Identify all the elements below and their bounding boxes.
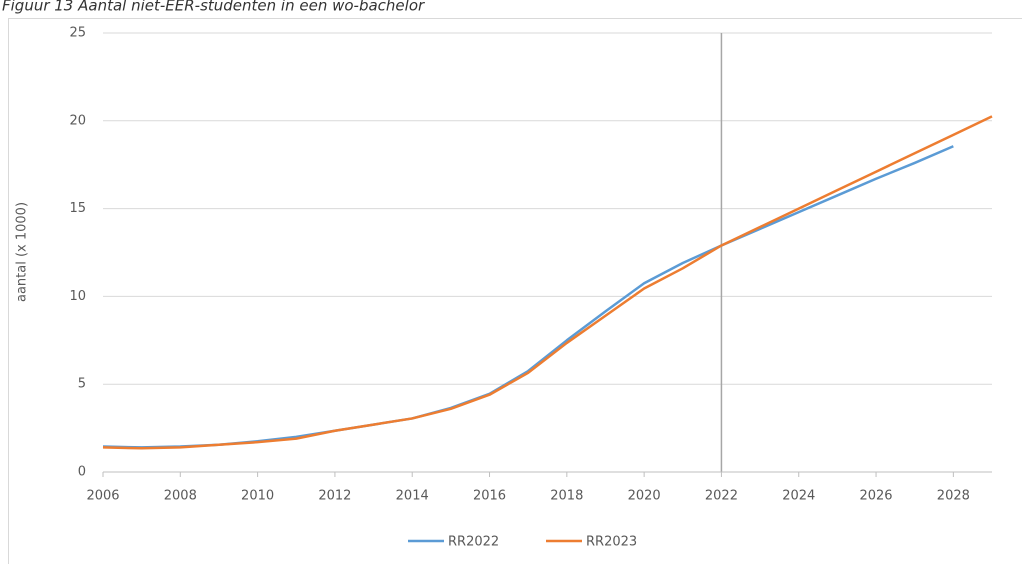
legend-label: RR2023 xyxy=(586,535,637,550)
line-series xyxy=(102,115,993,450)
x-tick-label: 2016 xyxy=(473,489,506,504)
x-tick-label: 2024 xyxy=(782,489,815,504)
x-tick-label: 2022 xyxy=(705,489,738,504)
y-axis-label: aantal (x 1000) xyxy=(15,202,30,302)
y-tick-label: 15 xyxy=(69,201,86,216)
x-tick-label: 2020 xyxy=(628,489,661,504)
y-tick-label: 0 xyxy=(78,465,86,480)
x-tick-label: 2008 xyxy=(164,489,197,504)
x-tick-label: 2026 xyxy=(859,489,892,504)
x-tick-label: 2014 xyxy=(396,489,429,504)
x-tick-label: 2012 xyxy=(318,489,351,504)
x-tick-label: 2006 xyxy=(86,489,119,504)
y-tick-label: 5 xyxy=(78,377,86,392)
legend-label: RR2022 xyxy=(448,535,499,550)
x-tick-label: 2010 xyxy=(241,489,274,504)
y-tick-label: 25 xyxy=(69,26,86,41)
y-tick-label: 20 xyxy=(69,113,86,128)
chart-title: Figuur 13 Aantal niet-EER-studenten in e… xyxy=(2,0,425,15)
y-tick-label: 10 xyxy=(69,289,86,304)
x-tick-label: 2018 xyxy=(550,489,583,504)
x-tick-label: 2028 xyxy=(937,489,970,504)
